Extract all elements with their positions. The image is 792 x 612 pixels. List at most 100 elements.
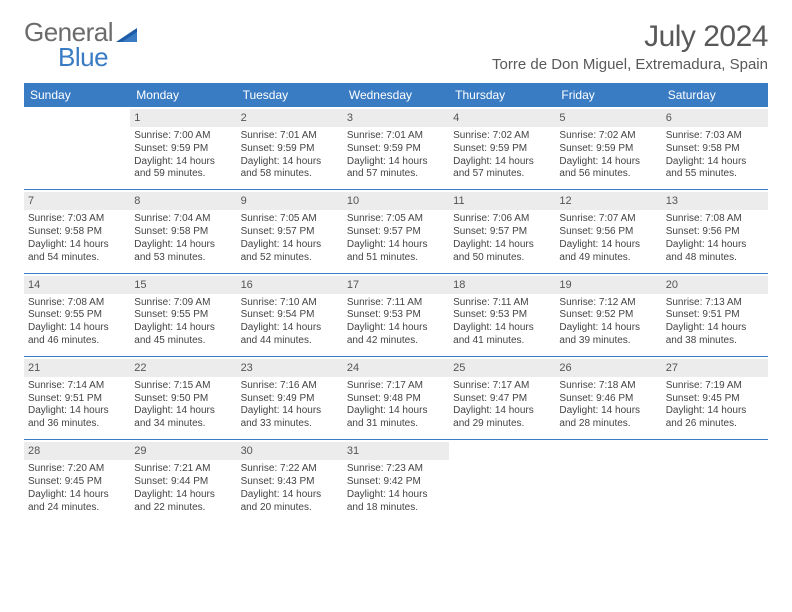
day-info-line: Sunset: 9:59 PM xyxy=(241,143,339,156)
day-info-line: Daylight: 14 hours xyxy=(347,239,445,252)
header: GeneralBlue July 2024 Torre de Don Migue… xyxy=(24,20,768,73)
day-number: 10 xyxy=(343,192,449,210)
day-info-line: Daylight: 14 hours xyxy=(453,239,551,252)
day-cell: 19Sunrise: 7:12 AMSunset: 9:52 PMDayligh… xyxy=(555,274,661,356)
day-info-line: Sunrise: 7:21 AM xyxy=(134,463,232,476)
day-info-line: Sunset: 9:52 PM xyxy=(559,309,657,322)
day-header: Sunday xyxy=(24,83,130,107)
day-header-row: SundayMondayTuesdayWednesdayThursdayFrid… xyxy=(24,83,768,107)
day-info-line: Sunrise: 7:19 AM xyxy=(666,380,764,393)
day-info-line: and 55 minutes. xyxy=(666,168,764,181)
day-info-line: Sunrise: 7:06 AM xyxy=(453,213,551,226)
day-info-line: Daylight: 14 hours xyxy=(666,322,764,335)
day-info-line: and 29 minutes. xyxy=(453,418,551,431)
day-info-line: and 58 minutes. xyxy=(241,168,339,181)
day-info-line: and 22 minutes. xyxy=(134,502,232,515)
day-cell: 1Sunrise: 7:00 AMSunset: 9:59 PMDaylight… xyxy=(130,107,236,189)
day-info-line: Sunset: 9:47 PM xyxy=(453,393,551,406)
day-number: 7 xyxy=(24,192,130,210)
day-info-line: and 38 minutes. xyxy=(666,335,764,348)
day-cell: 27Sunrise: 7:19 AMSunset: 9:45 PMDayligh… xyxy=(662,357,768,439)
day-info-line: and 57 minutes. xyxy=(453,168,551,181)
day-info-line: Sunrise: 7:22 AM xyxy=(241,463,339,476)
calendar: SundayMondayTuesdayWednesdayThursdayFrid… xyxy=(24,83,768,522)
day-cell: 18Sunrise: 7:11 AMSunset: 9:53 PMDayligh… xyxy=(449,274,555,356)
day-info-line: Sunset: 9:49 PM xyxy=(241,393,339,406)
day-number: 2 xyxy=(237,109,343,127)
day-number: 12 xyxy=(555,192,661,210)
day-info-line: and 28 minutes. xyxy=(559,418,657,431)
day-info-line: Sunset: 9:58 PM xyxy=(28,226,126,239)
day-info-line: Sunset: 9:59 PM xyxy=(559,143,657,156)
day-info-line: and 41 minutes. xyxy=(453,335,551,348)
day-number: 8 xyxy=(130,192,236,210)
day-header: Thursday xyxy=(449,83,555,107)
day-info-line: and 36 minutes. xyxy=(28,418,126,431)
day-info-line: Daylight: 14 hours xyxy=(28,239,126,252)
day-info-line: Daylight: 14 hours xyxy=(453,405,551,418)
day-info-line: Sunset: 9:59 PM xyxy=(453,143,551,156)
day-info-line: Sunrise: 7:05 AM xyxy=(241,213,339,226)
day-number: 6 xyxy=(662,109,768,127)
day-info-line: Daylight: 14 hours xyxy=(347,322,445,335)
day-info-line: Daylight: 14 hours xyxy=(28,405,126,418)
day-info-line: Sunrise: 7:16 AM xyxy=(241,380,339,393)
day-info-line: Sunrise: 7:00 AM xyxy=(134,130,232,143)
day-info-line: Sunset: 9:57 PM xyxy=(241,226,339,239)
week-row: 21Sunrise: 7:14 AMSunset: 9:51 PMDayligh… xyxy=(24,356,768,439)
day-cell: 30Sunrise: 7:22 AMSunset: 9:43 PMDayligh… xyxy=(237,440,343,522)
day-info-line: Sunrise: 7:17 AM xyxy=(347,380,445,393)
day-info-line: and 24 minutes. xyxy=(28,502,126,515)
day-info-line: and 57 minutes. xyxy=(347,168,445,181)
day-number: 13 xyxy=(662,192,768,210)
day-info-line: Sunset: 9:59 PM xyxy=(134,143,232,156)
day-info-line: Daylight: 14 hours xyxy=(28,489,126,502)
day-info-line: Sunrise: 7:04 AM xyxy=(134,213,232,226)
day-header: Tuesday xyxy=(237,83,343,107)
day-cell: 13Sunrise: 7:08 AMSunset: 9:56 PMDayligh… xyxy=(662,190,768,272)
day-info-line: Sunset: 9:58 PM xyxy=(666,143,764,156)
day-info-line: and 44 minutes. xyxy=(241,335,339,348)
day-info-line: Sunrise: 7:11 AM xyxy=(347,297,445,310)
day-cell: 21Sunrise: 7:14 AMSunset: 9:51 PMDayligh… xyxy=(24,357,130,439)
day-info-line: Sunset: 9:58 PM xyxy=(134,226,232,239)
day-info-line: Sunrise: 7:14 AM xyxy=(28,380,126,393)
day-info-line: Sunrise: 7:01 AM xyxy=(347,130,445,143)
day-info-line: Sunset: 9:56 PM xyxy=(559,226,657,239)
day-cell: 4Sunrise: 7:02 AMSunset: 9:59 PMDaylight… xyxy=(449,107,555,189)
day-info-line: Sunset: 9:56 PM xyxy=(666,226,764,239)
day-number: 29 xyxy=(130,442,236,460)
day-info-line: and 39 minutes. xyxy=(559,335,657,348)
day-info-line: Daylight: 14 hours xyxy=(241,239,339,252)
day-number: 16 xyxy=(237,276,343,294)
day-info-line: Daylight: 14 hours xyxy=(241,489,339,502)
day-info-line: and 31 minutes. xyxy=(347,418,445,431)
day-number: 20 xyxy=(662,276,768,294)
day-info-line: Sunrise: 7:03 AM xyxy=(666,130,764,143)
day-info-line: Sunrise: 7:09 AM xyxy=(134,297,232,310)
day-info-line: Daylight: 14 hours xyxy=(559,405,657,418)
day-cell: 31Sunrise: 7:23 AMSunset: 9:42 PMDayligh… xyxy=(343,440,449,522)
day-info-line: Sunset: 9:48 PM xyxy=(347,393,445,406)
day-info-line: Sunrise: 7:13 AM xyxy=(666,297,764,310)
day-info-line: and 46 minutes. xyxy=(28,335,126,348)
day-info-line: Daylight: 14 hours xyxy=(347,156,445,169)
day-number: 23 xyxy=(237,359,343,377)
day-info-line: and 54 minutes. xyxy=(28,252,126,265)
day-info-line: Sunset: 9:54 PM xyxy=(241,309,339,322)
day-info-line: Daylight: 14 hours xyxy=(241,156,339,169)
day-info-line: Daylight: 14 hours xyxy=(666,405,764,418)
day-info-line: Sunset: 9:57 PM xyxy=(453,226,551,239)
day-info-line: Sunrise: 7:03 AM xyxy=(28,213,126,226)
day-cell: 9 Sunrise: 7:05 AMSunset: 9:57 PMDaylight… xyxy=(237,190,343,272)
day-info-line: Sunrise: 7:02 AM xyxy=(559,130,657,143)
day-info-line: Sunrise: 7:12 AM xyxy=(559,297,657,310)
day-info-line: Daylight: 14 hours xyxy=(28,322,126,335)
day-info-line: Sunrise: 7:18 AM xyxy=(559,380,657,393)
week-row: 1Sunrise: 7:00 AMSunset: 9:59 PMDaylight… xyxy=(24,107,768,189)
day-cell: 2Sunrise: 7:01 AMSunset: 9:59 PMDaylight… xyxy=(237,107,343,189)
day-number: 31 xyxy=(343,442,449,460)
day-info-line: Sunrise: 7:17 AM xyxy=(453,380,551,393)
day-header: Friday xyxy=(555,83,661,107)
day-number: 9 xyxy=(237,192,343,210)
